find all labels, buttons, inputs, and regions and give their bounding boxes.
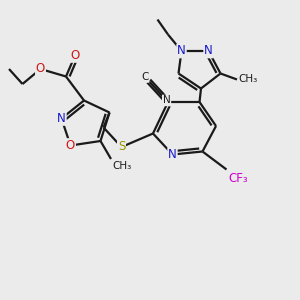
Text: O: O (70, 49, 80, 62)
Text: CF₃: CF₃ (228, 172, 248, 185)
Text: N: N (168, 148, 177, 161)
Text: N: N (204, 44, 213, 58)
Text: N: N (163, 95, 170, 106)
Text: CH₃: CH₃ (238, 74, 258, 85)
Text: O: O (66, 139, 75, 152)
Text: N: N (57, 112, 66, 125)
Text: O: O (36, 62, 45, 76)
Text: N: N (177, 44, 186, 58)
Text: S: S (118, 140, 125, 154)
Text: C: C (141, 72, 149, 82)
Text: CH₃: CH₃ (112, 161, 132, 171)
